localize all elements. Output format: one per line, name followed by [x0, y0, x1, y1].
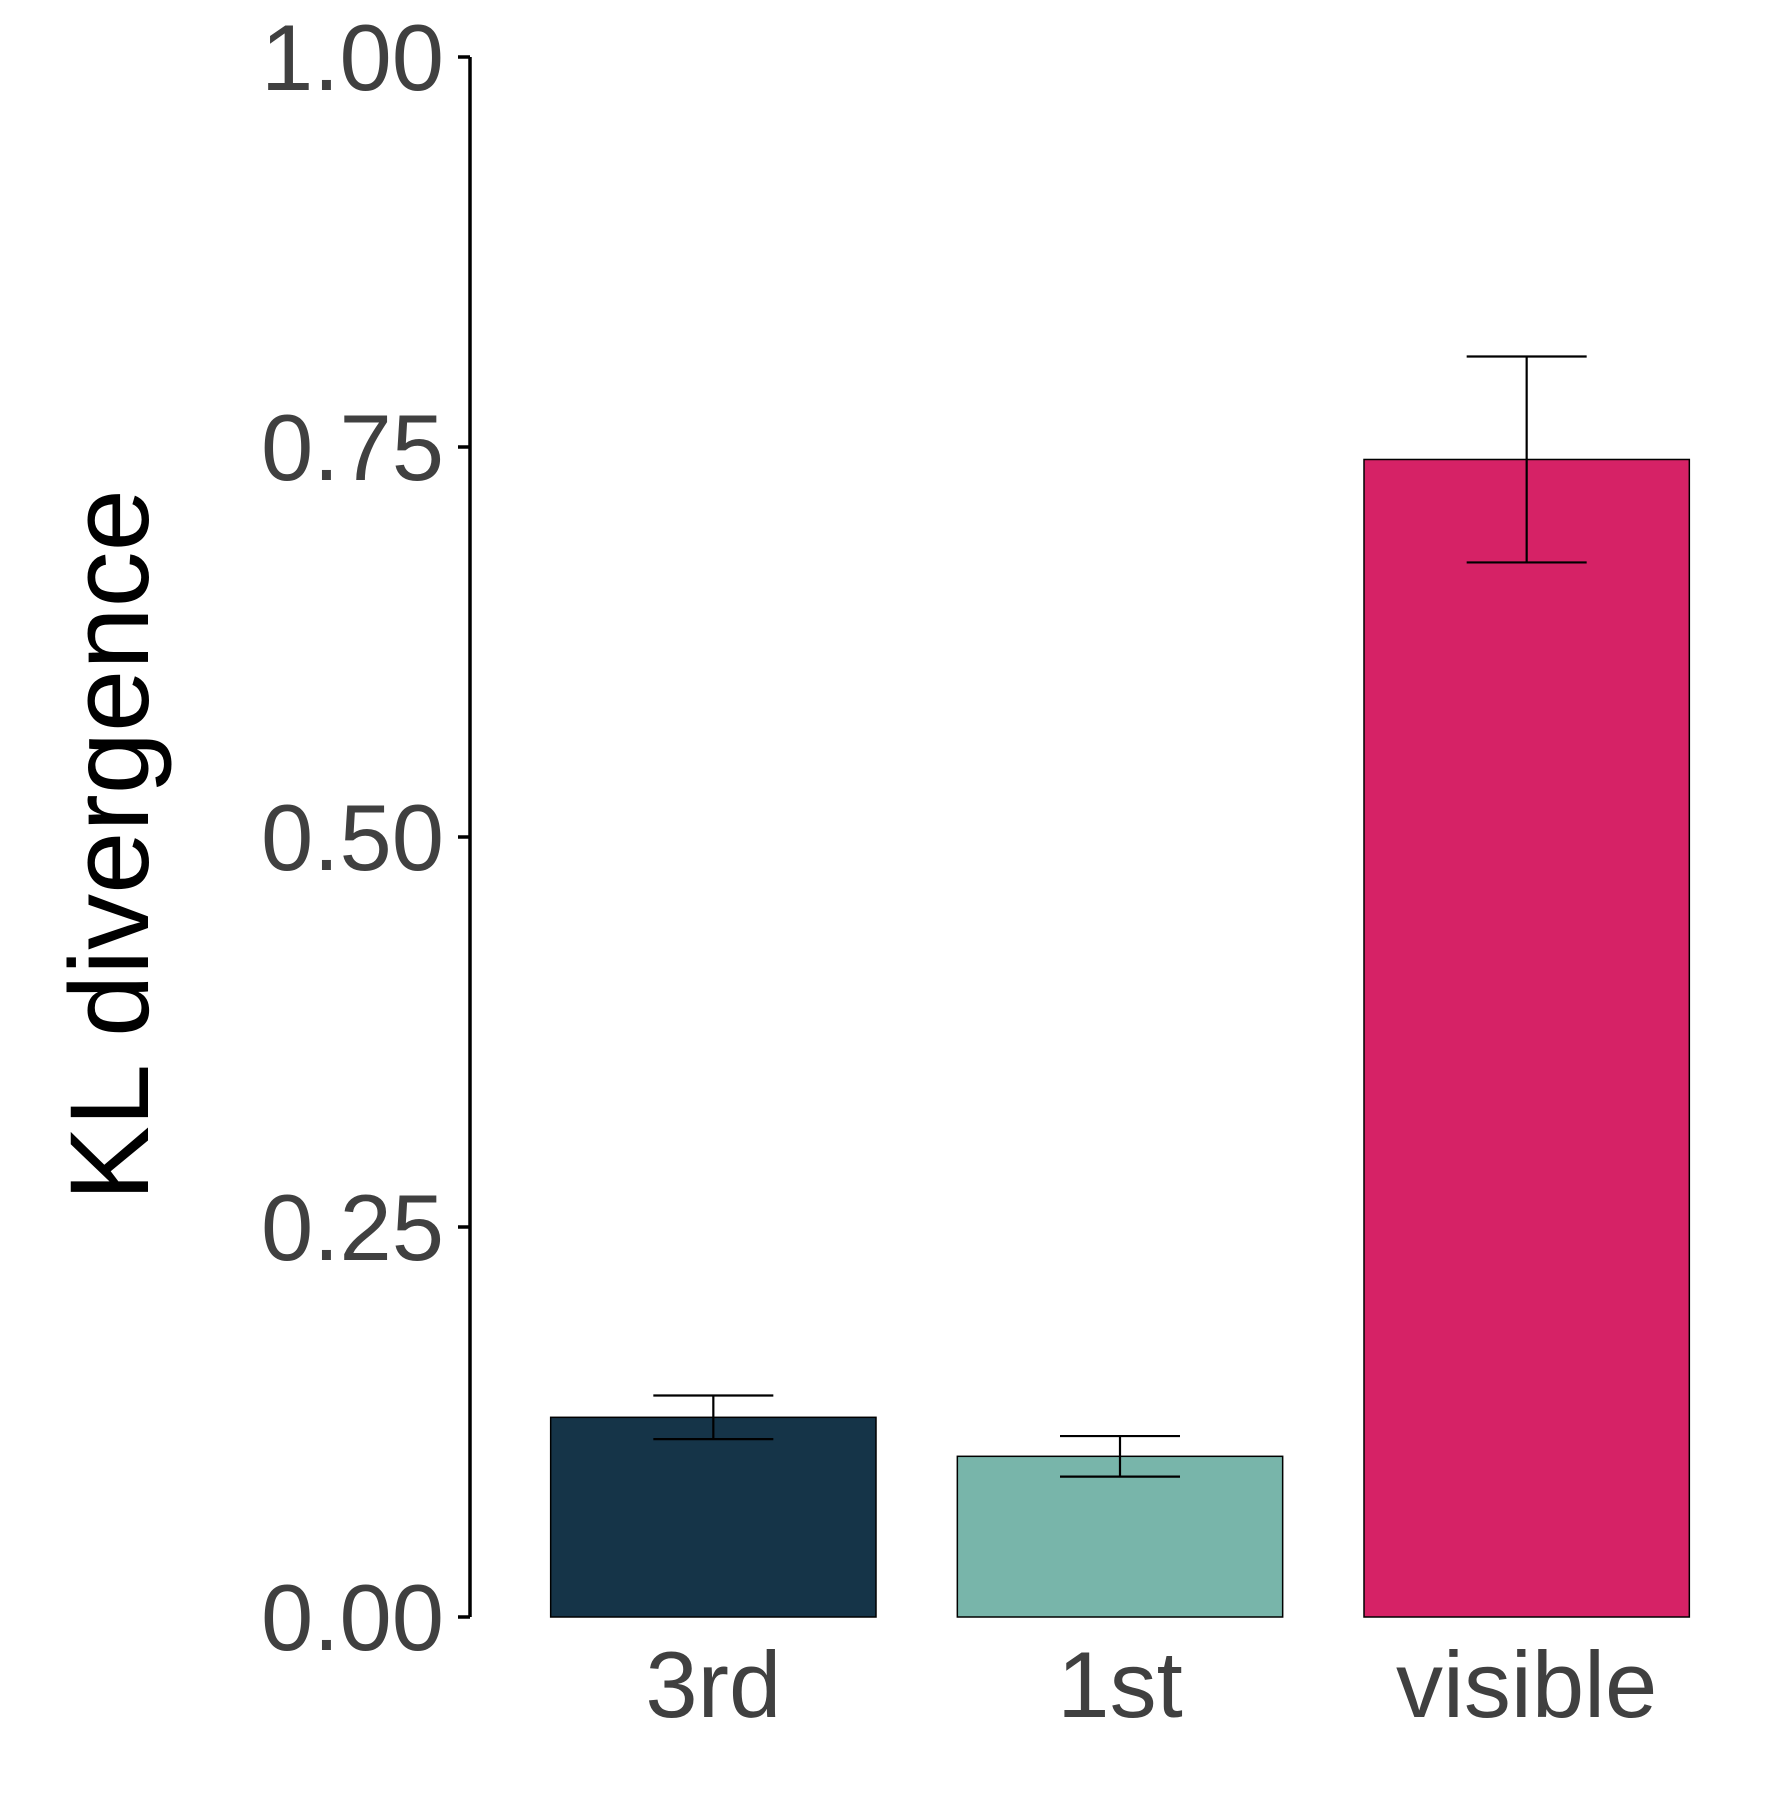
bar-3rd	[549, 1416, 877, 1618]
x-tick-label-visible: visible	[1396, 1632, 1657, 1737]
y-tick-label: 0.50	[261, 785, 444, 890]
y-axis-title: KL divergence	[47, 489, 172, 1201]
bars	[549, 458, 1691, 1618]
x-axis-tick-labels: 3rd 1st visible	[645, 1632, 1657, 1737]
y-axis: 0.00 0.25 0.50 0.75 1.00	[261, 5, 472, 1670]
bar-visible	[1363, 458, 1691, 1618]
bar-1st	[956, 1455, 1284, 1618]
error-bars	[653, 355, 1587, 1478]
y-tick-label: 0.00	[261, 1565, 444, 1670]
y-tick-label: 0.75	[261, 395, 444, 500]
error-bar-1st	[1060, 1434, 1180, 1478]
error-bar-3rd	[653, 1394, 774, 1441]
error-bar-visible	[1466, 355, 1587, 564]
x-tick-label-3rd: 3rd	[645, 1632, 781, 1737]
x-tick-label-1st: 1st	[1057, 1632, 1182, 1737]
y-tick-label: 1.00	[261, 5, 444, 110]
y-tick-label: 0.25	[261, 1175, 444, 1280]
